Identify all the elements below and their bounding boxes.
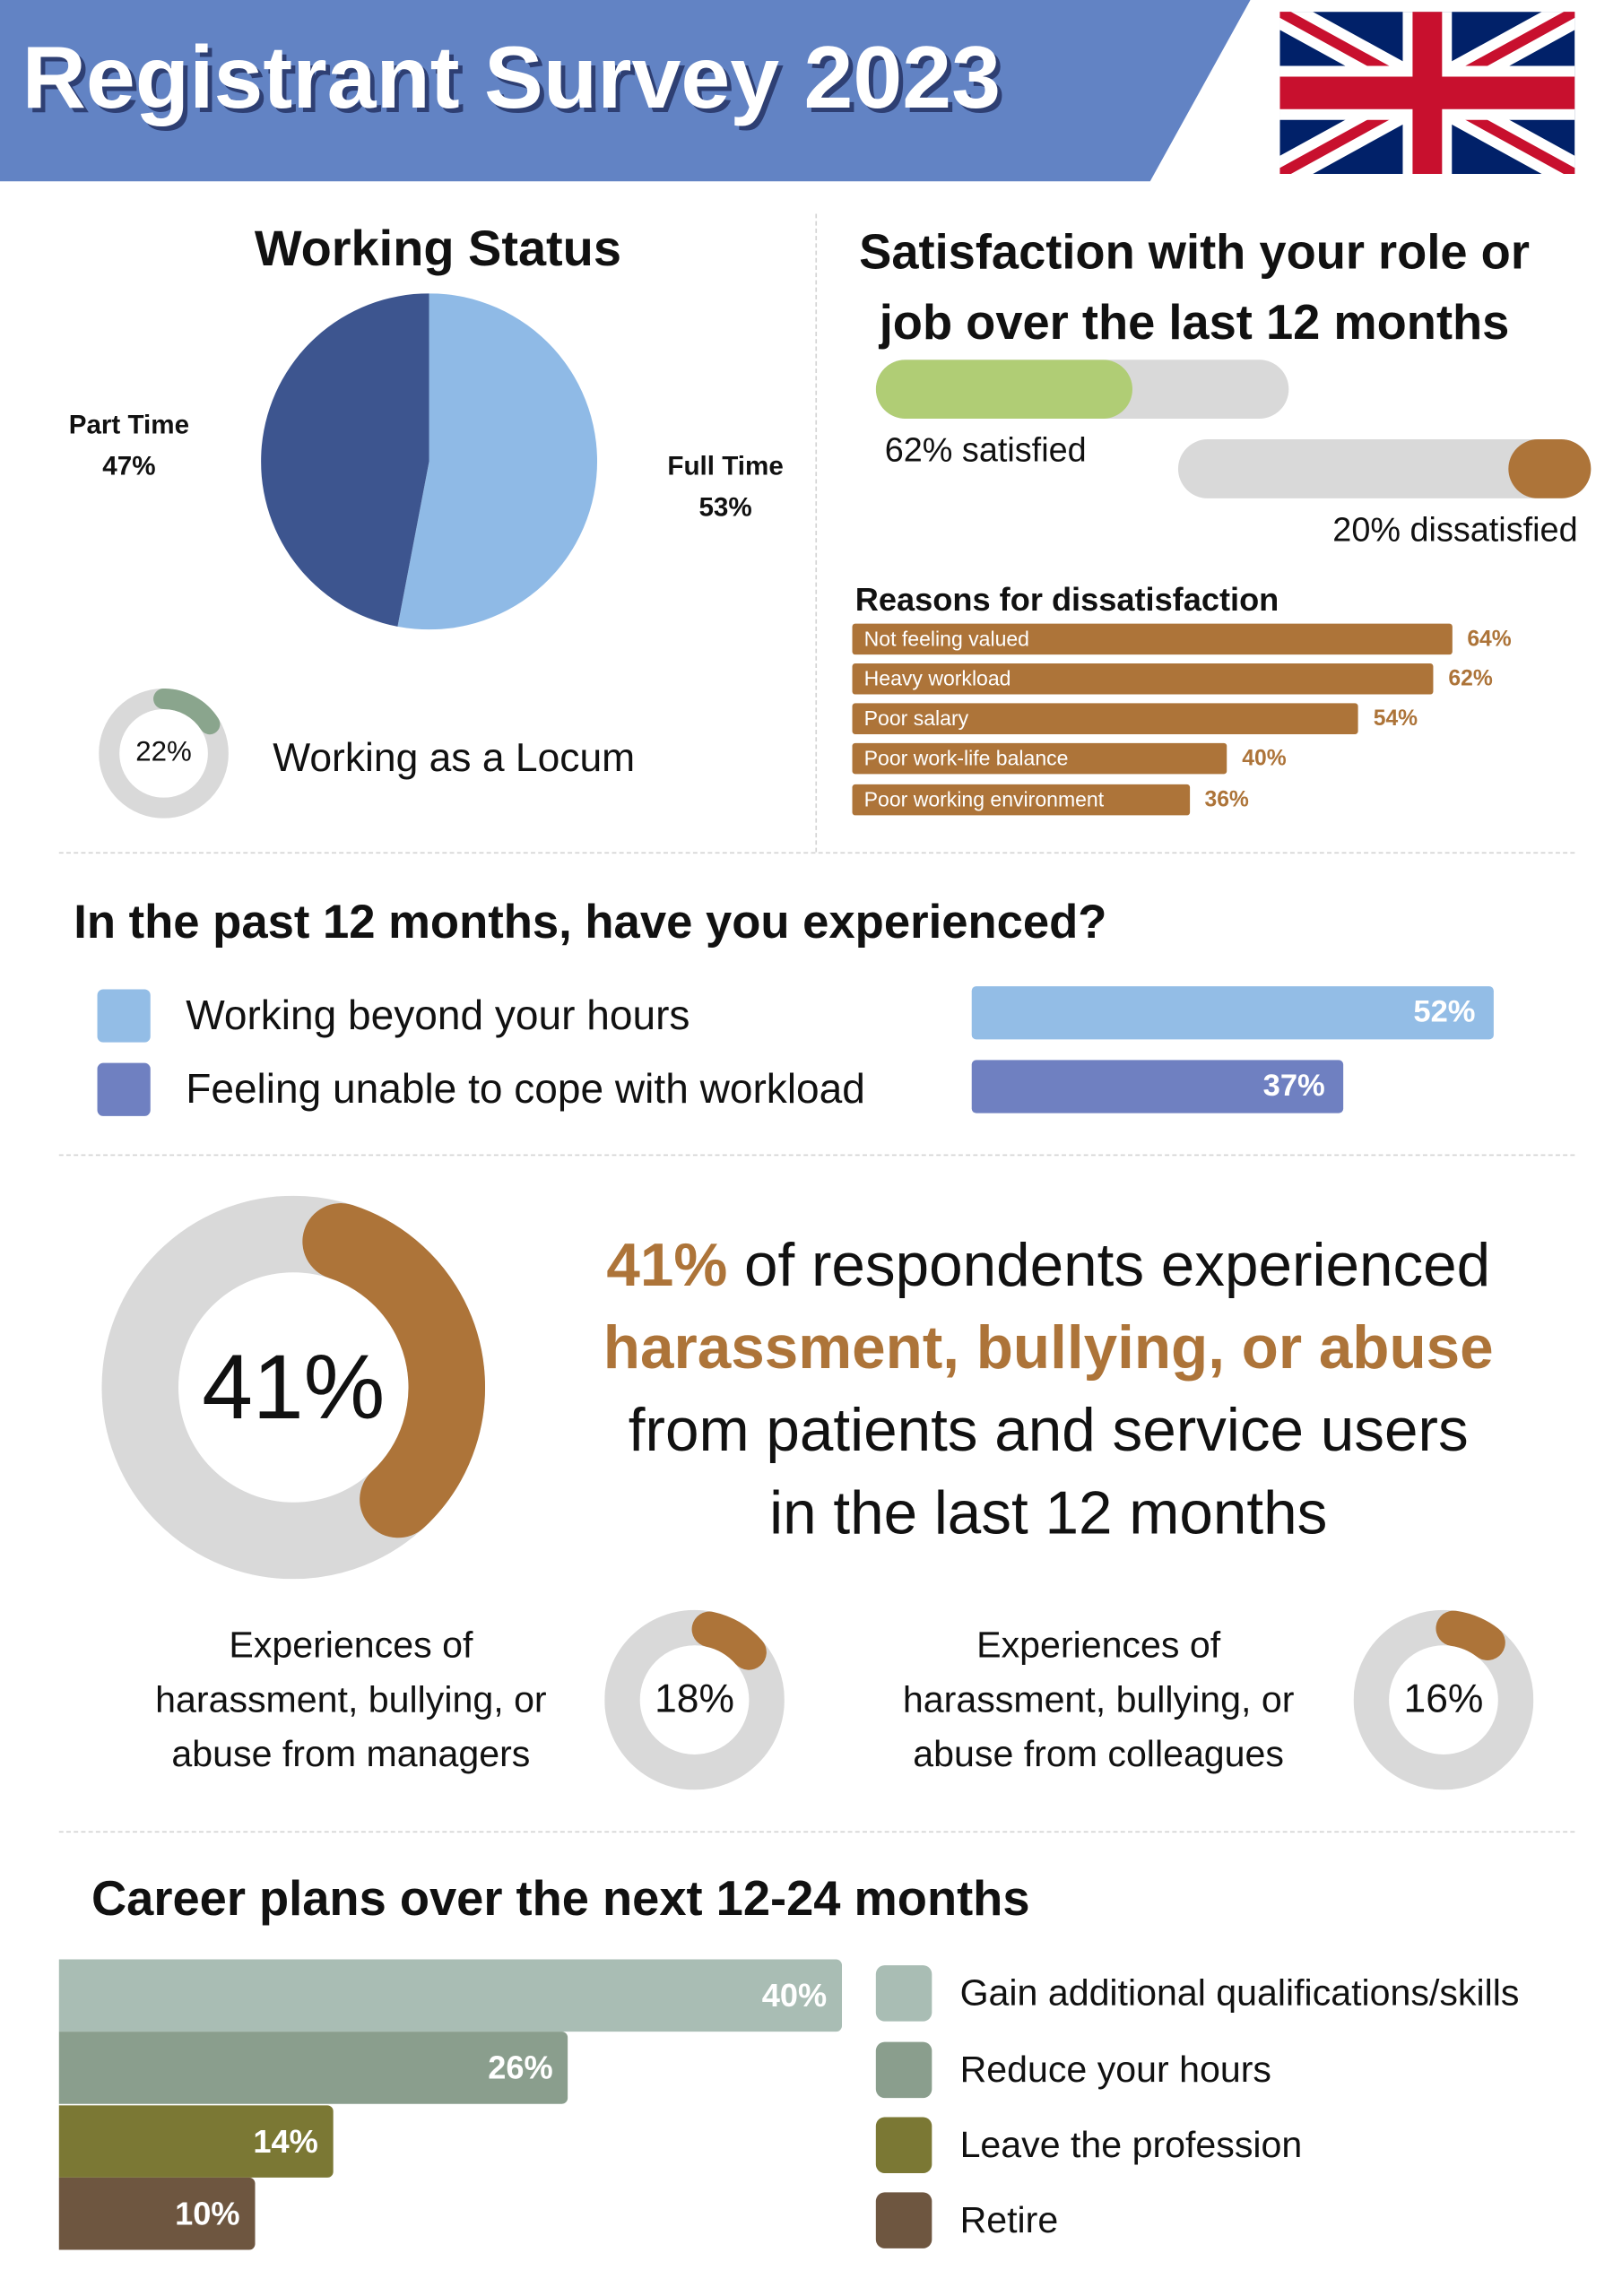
reason-bar: Poor salary bbox=[852, 703, 1359, 734]
full-time-name: Full Time bbox=[667, 451, 784, 481]
statement-line2: harassment, bullying, or abuse bbox=[603, 1313, 1494, 1382]
career-bar: 10% bbox=[58, 2177, 255, 2250]
reason-pct: 62% bbox=[1448, 666, 1493, 692]
legend-label: Feeling unable to cope with workload bbox=[186, 1065, 865, 1112]
legend-swatch bbox=[97, 989, 151, 1043]
colleagues-text: Experiences of harassment, bullying, or … bbox=[848, 1619, 1349, 1783]
managers-pct: 18% bbox=[655, 1676, 734, 1721]
dissatisfied-bar-fill bbox=[1508, 439, 1592, 498]
dissatisfied-label: 20% dissatisfied bbox=[1332, 509, 1578, 549]
managers-line1: Experiences of bbox=[229, 1625, 473, 1667]
locum-label: Working as a Locum bbox=[273, 735, 636, 780]
colleagues-pct: 16% bbox=[1403, 1676, 1484, 1721]
experienced-title: In the past 12 months, have you experien… bbox=[74, 895, 1107, 949]
part-time-pct: 47% bbox=[102, 451, 156, 481]
managers-line2: harassment, bullying, or bbox=[155, 1679, 547, 1721]
experienced-bar: 52% bbox=[971, 986, 1494, 1040]
reason-pct: 54% bbox=[1373, 706, 1418, 732]
career-bar: 26% bbox=[58, 2032, 568, 2105]
reason-bar: Poor working environment bbox=[852, 784, 1191, 816]
reasons-title: Reasons for dissatisfaction bbox=[854, 580, 1279, 619]
pie-slice-full-time bbox=[397, 293, 598, 630]
satisfied-bar bbox=[875, 360, 1289, 420]
colleagues-line2: harassment, bullying, or bbox=[902, 1679, 1295, 1721]
statement-line3: from patients and service users bbox=[628, 1396, 1469, 1464]
part-time-label: Part Time 47% bbox=[44, 404, 213, 487]
section-divider bbox=[58, 1831, 1575, 1833]
statement-line1: of respondents experienced bbox=[727, 1231, 1491, 1299]
reason-bar: Not feeling valued bbox=[852, 623, 1453, 655]
dissatisfied-bar bbox=[1177, 439, 1592, 498]
legend-swatch bbox=[875, 2041, 932, 2099]
legend-swatch bbox=[875, 1965, 932, 2022]
section-divider bbox=[58, 852, 1575, 854]
page-title: Registrant Survey 2023 bbox=[22, 28, 1002, 127]
career-bar: 40% bbox=[58, 1959, 842, 2032]
satisfied-bar-fill bbox=[875, 360, 1132, 420]
header-banner bbox=[0, 0, 1251, 182]
harassment-donut bbox=[101, 1195, 486, 1580]
satisfied-label: 62% satisfied bbox=[884, 430, 1087, 469]
career-bar: 14% bbox=[58, 2104, 334, 2178]
legend-label: Working beyond your hours bbox=[186, 992, 690, 1038]
reason-bar: Heavy workload bbox=[852, 663, 1434, 695]
managers-donut bbox=[604, 1609, 785, 1790]
reason-bar: Poor work-life balance bbox=[852, 742, 1227, 775]
harassment-pct: 41% bbox=[202, 1337, 386, 1440]
full-time-label: Full Time 53% bbox=[645, 446, 807, 528]
reason-pct: 40% bbox=[1242, 746, 1287, 772]
working-status-pie bbox=[261, 293, 598, 630]
full-time-pct: 53% bbox=[698, 492, 752, 523]
colleagues-line3: abuse from colleagues bbox=[913, 1733, 1284, 1775]
part-time-name: Part Time bbox=[68, 410, 190, 440]
managers-line3: abuse from managers bbox=[171, 1733, 531, 1775]
vertical-divider bbox=[815, 213, 818, 853]
career-title: Career plans over the next 12-24 months bbox=[91, 1870, 1030, 1926]
satisfaction-title-line1: Satisfaction with your role or bbox=[859, 223, 1530, 279]
legend-label: Leave the profession bbox=[959, 2124, 1303, 2166]
locum-donut bbox=[99, 688, 229, 819]
colleagues-donut bbox=[1353, 1609, 1534, 1790]
legend-swatch bbox=[97, 1062, 151, 1116]
satisfaction-title: Satisfaction with your role or job over … bbox=[819, 217, 1571, 359]
legend-swatch bbox=[875, 2192, 932, 2248]
satisfaction-title-line2: job over the last 12 months bbox=[879, 294, 1510, 350]
pie-slice-part-time bbox=[261, 293, 429, 627]
legend-swatch bbox=[875, 2117, 932, 2173]
legend-label: Gain additional qualifications/skills bbox=[959, 1972, 1520, 2014]
managers-text: Experiences of harassment, bullying, or … bbox=[100, 1619, 602, 1783]
legend-label: Retire bbox=[959, 2199, 1059, 2241]
reason-pct: 64% bbox=[1467, 626, 1512, 652]
experienced-bar: 37% bbox=[971, 1060, 1343, 1113]
working-status-title: Working Status bbox=[254, 221, 621, 278]
statement-line4: in the last 12 months bbox=[769, 1478, 1328, 1547]
reason-pct: 36% bbox=[1204, 787, 1249, 813]
section-divider bbox=[58, 1154, 1575, 1157]
statement-pct: 41% bbox=[606, 1231, 728, 1299]
legend-label: Reduce your hours bbox=[959, 2049, 1271, 2091]
colleagues-line1: Experiences of bbox=[976, 1625, 1221, 1667]
uk-flag-icon bbox=[1279, 12, 1575, 175]
locum-pct: 22% bbox=[135, 737, 192, 768]
harassment-statement: 41% of respondents experienced harassmen… bbox=[531, 1224, 1566, 1554]
